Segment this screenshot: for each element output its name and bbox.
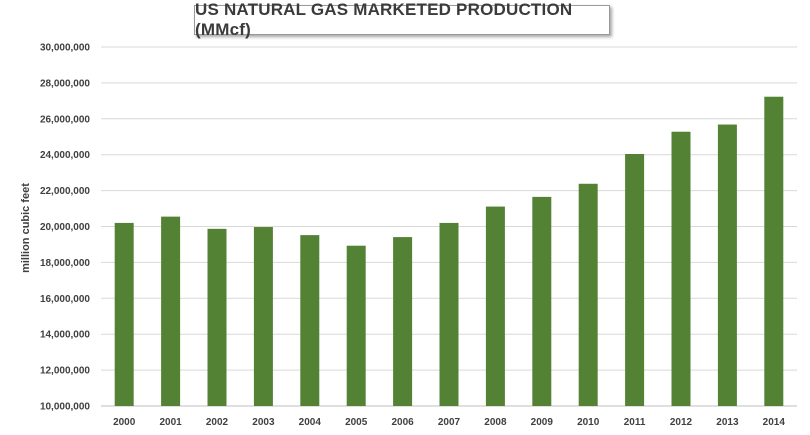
x-tick-label: 2006 bbox=[391, 417, 414, 428]
x-tick-label: 2012 bbox=[670, 417, 693, 428]
y-tick-label: 22,000,000 bbox=[40, 186, 90, 197]
x-tick-label: 2009 bbox=[531, 417, 554, 428]
x-tick-label: 2008 bbox=[484, 417, 507, 428]
bars bbox=[114, 96, 784, 406]
x-tick-label: 2002 bbox=[206, 417, 229, 428]
y-tick-label: 12,000,000 bbox=[40, 366, 90, 377]
bar-2009 bbox=[532, 196, 552, 406]
x-tick-label: 2011 bbox=[624, 417, 646, 428]
x-tick-label: 2003 bbox=[252, 417, 275, 428]
y-axis-ticks: 10,000,000 12,000,000 14,000,000 16,000,000… bbox=[40, 43, 90, 413]
bar-2002 bbox=[207, 228, 227, 406]
bar-2010 bbox=[578, 183, 598, 406]
y-tick-label: 16,000,000 bbox=[40, 294, 90, 305]
bar-2001 bbox=[161, 216, 181, 406]
chart-title: US NATURAL GAS MARKETED PRODUCTION (MMcf… bbox=[194, 0, 610, 39]
bar-2011 bbox=[625, 153, 645, 406]
y-tick-label: 26,000,000 bbox=[40, 114, 90, 125]
y-axis-label: million cubic feet bbox=[20, 183, 32, 273]
y-tick-label: 24,000,000 bbox=[40, 150, 90, 161]
bar-2014 bbox=[764, 96, 784, 406]
x-tick-label: 2004 bbox=[299, 417, 322, 428]
x-tick-label: 2010 bbox=[577, 417, 600, 428]
x-tick-label: 2014 bbox=[763, 417, 786, 428]
y-tick-label: 20,000,000 bbox=[40, 222, 90, 233]
bar-2005 bbox=[346, 245, 366, 406]
x-tick-label: 2001 bbox=[159, 417, 182, 428]
bar-2004 bbox=[300, 235, 320, 406]
y-tick-label: 28,000,000 bbox=[40, 78, 90, 89]
x-tick-label: 2005 bbox=[345, 417, 368, 428]
bar-2003 bbox=[253, 227, 273, 406]
bar-2000 bbox=[114, 222, 134, 406]
y-tick-label: 14,000,000 bbox=[40, 330, 90, 341]
bar-2008 bbox=[485, 206, 505, 406]
bar-2006 bbox=[393, 237, 413, 406]
x-tick-label: 2000 bbox=[113, 417, 136, 428]
bar-2012 bbox=[671, 131, 691, 406]
y-tick-label: 30,000,000 bbox=[40, 43, 90, 54]
y-tick-label: 10,000,000 bbox=[40, 402, 90, 413]
x-tick-label: 2007 bbox=[438, 417, 461, 428]
bar-2007 bbox=[439, 222, 459, 406]
x-tick-label: 2013 bbox=[716, 417, 739, 428]
bar-2013 bbox=[717, 124, 737, 406]
y-tick-label: 18,000,000 bbox=[40, 258, 90, 269]
x-axis-ticks: 2000 2001 2002 2003 2004 2005 2006 2007 2008 2009… bbox=[113, 417, 785, 428]
